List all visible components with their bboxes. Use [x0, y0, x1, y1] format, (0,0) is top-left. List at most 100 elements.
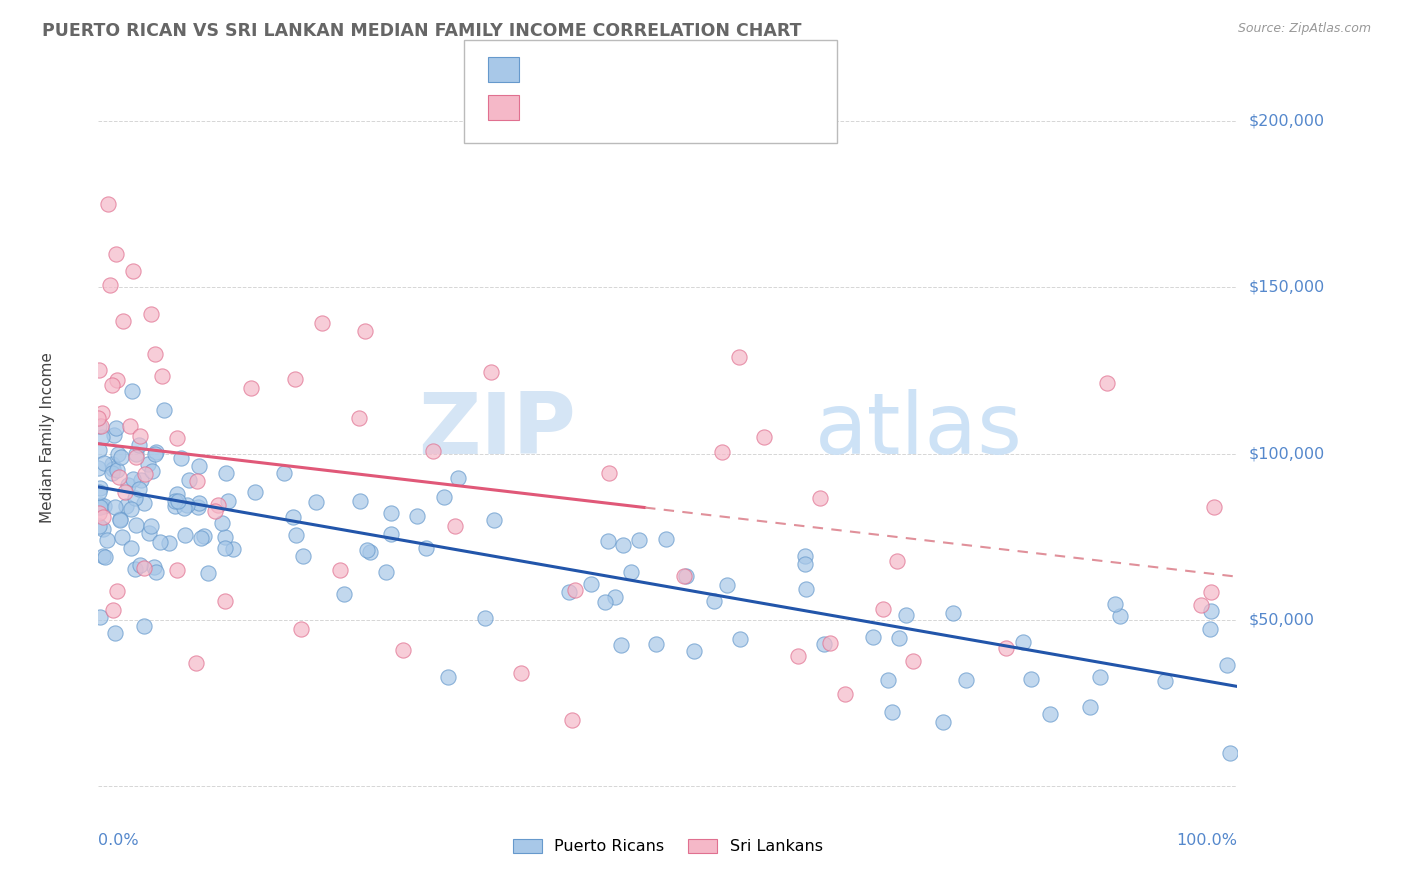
Point — [96, 197, 118, 211]
Point — [105, 373, 128, 387]
Point — [121, 384, 143, 399]
Point — [284, 372, 307, 386]
Point — [132, 619, 155, 633]
Point — [87, 411, 110, 425]
Point — [100, 466, 122, 480]
Point — [96, 533, 118, 548]
Point — [329, 563, 352, 577]
Point — [169, 451, 191, 466]
Point — [139, 519, 162, 533]
Text: 100.0%: 100.0% — [1177, 833, 1237, 848]
Point — [311, 316, 333, 330]
Point — [1189, 599, 1212, 613]
Text: -0.233: -0.233 — [581, 99, 645, 117]
Point — [117, 477, 139, 491]
Point — [479, 365, 502, 379]
Text: 0.0%: 0.0% — [98, 833, 139, 848]
Point — [1153, 674, 1175, 689]
Point — [112, 314, 135, 328]
Text: R =: R = — [530, 99, 567, 117]
Point — [703, 594, 725, 608]
Point — [1104, 597, 1126, 611]
Point — [186, 474, 208, 488]
Point — [222, 542, 245, 557]
Point — [163, 500, 186, 514]
Point — [101, 603, 124, 617]
Point — [114, 484, 136, 499]
Point — [125, 447, 148, 461]
Point — [87, 485, 110, 500]
Point — [204, 503, 226, 517]
Point — [89, 500, 111, 515]
Text: $150,000: $150,000 — [1249, 280, 1324, 295]
Point — [94, 549, 117, 564]
Point — [90, 498, 112, 512]
Point — [128, 482, 150, 496]
Point — [1038, 706, 1060, 721]
Point — [752, 430, 775, 444]
Point — [124, 561, 146, 575]
Point — [91, 406, 114, 420]
Point — [89, 419, 111, 434]
Point — [193, 529, 215, 543]
Legend: Puerto Ricans, Sri Lankans: Puerto Ricans, Sri Lankans — [506, 832, 830, 861]
Point — [422, 443, 444, 458]
Point — [215, 466, 238, 480]
Point — [359, 545, 381, 559]
Point — [125, 450, 148, 464]
Point — [1202, 500, 1225, 515]
Point — [273, 466, 295, 480]
Text: -0.788: -0.788 — [581, 61, 645, 78]
Point — [101, 462, 124, 476]
Text: ZIP: ZIP — [418, 389, 576, 472]
Point — [214, 530, 236, 544]
Text: Source: ZipAtlas.com: Source: ZipAtlas.com — [1237, 22, 1371, 36]
Point — [561, 713, 583, 727]
Point — [132, 496, 155, 510]
Point — [955, 673, 977, 687]
Point — [509, 666, 531, 681]
Point — [283, 509, 305, 524]
Point — [143, 560, 166, 574]
Point — [129, 558, 152, 573]
Point — [896, 607, 918, 622]
Point — [609, 638, 631, 652]
Point — [103, 428, 125, 442]
Point — [482, 512, 505, 526]
Point — [380, 526, 402, 541]
Point — [1199, 604, 1222, 618]
Point — [139, 307, 162, 321]
Point — [145, 445, 167, 459]
Point — [145, 347, 167, 361]
Point — [716, 578, 738, 592]
Point — [1201, 584, 1223, 599]
Point — [644, 637, 666, 651]
Point — [211, 516, 233, 530]
Text: 138: 138 — [721, 61, 759, 78]
Point — [1078, 699, 1101, 714]
Point — [108, 513, 131, 527]
Point — [1219, 746, 1241, 760]
Text: R =: R = — [530, 61, 567, 78]
Point — [188, 459, 211, 474]
Point — [89, 518, 111, 533]
Point — [793, 558, 815, 572]
Point — [436, 670, 458, 684]
Point — [197, 566, 219, 580]
Point — [157, 536, 180, 550]
Point — [612, 538, 634, 552]
Point — [120, 541, 142, 555]
Text: PUERTO RICAN VS SRI LANKAN MEDIAN FAMILY INCOME CORRELATION CHART: PUERTO RICAN VS SRI LANKAN MEDIAN FAMILY… — [42, 22, 801, 40]
Point — [173, 501, 195, 516]
Point — [87, 461, 110, 475]
Point — [134, 467, 156, 481]
Point — [125, 518, 148, 533]
Point — [673, 569, 696, 583]
Point — [1088, 670, 1111, 684]
Point — [284, 528, 307, 542]
Point — [114, 499, 136, 513]
Point — [932, 715, 955, 730]
Point — [129, 429, 152, 443]
Text: atlas: atlas — [814, 389, 1022, 472]
Point — [105, 584, 128, 599]
